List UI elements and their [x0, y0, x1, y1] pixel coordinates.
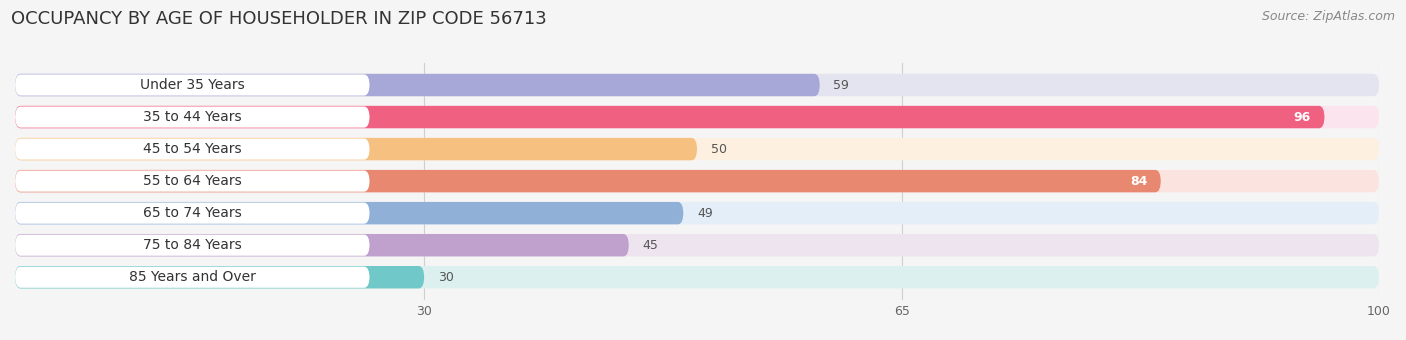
Text: 75 to 84 Years: 75 to 84 Years: [143, 238, 242, 252]
Text: 85 Years and Over: 85 Years and Over: [129, 270, 256, 284]
FancyBboxPatch shape: [15, 234, 1379, 256]
FancyBboxPatch shape: [15, 267, 370, 288]
FancyBboxPatch shape: [15, 74, 1379, 96]
FancyBboxPatch shape: [15, 170, 1379, 192]
Text: Under 35 Years: Under 35 Years: [141, 78, 245, 92]
Text: 84: 84: [1130, 175, 1147, 188]
Text: Source: ZipAtlas.com: Source: ZipAtlas.com: [1261, 10, 1395, 23]
FancyBboxPatch shape: [15, 234, 628, 256]
Text: 49: 49: [697, 207, 713, 220]
FancyBboxPatch shape: [15, 171, 370, 192]
Text: 65 to 74 Years: 65 to 74 Years: [143, 206, 242, 220]
Text: 50: 50: [710, 142, 727, 156]
FancyBboxPatch shape: [15, 74, 820, 96]
Text: 30: 30: [437, 271, 454, 284]
FancyBboxPatch shape: [15, 202, 683, 224]
Text: 96: 96: [1294, 110, 1310, 123]
FancyBboxPatch shape: [15, 202, 1379, 224]
FancyBboxPatch shape: [15, 106, 370, 128]
Text: OCCUPANCY BY AGE OF HOUSEHOLDER IN ZIP CODE 56713: OCCUPANCY BY AGE OF HOUSEHOLDER IN ZIP C…: [11, 10, 547, 28]
Text: 55 to 64 Years: 55 to 64 Years: [143, 174, 242, 188]
Text: 45 to 54 Years: 45 to 54 Years: [143, 142, 242, 156]
Text: 35 to 44 Years: 35 to 44 Years: [143, 110, 242, 124]
FancyBboxPatch shape: [15, 266, 1379, 288]
FancyBboxPatch shape: [15, 106, 1379, 128]
Text: 59: 59: [834, 79, 849, 91]
Text: 45: 45: [643, 239, 658, 252]
FancyBboxPatch shape: [15, 138, 370, 160]
FancyBboxPatch shape: [15, 235, 370, 256]
FancyBboxPatch shape: [15, 138, 1379, 160]
FancyBboxPatch shape: [15, 74, 370, 96]
FancyBboxPatch shape: [15, 138, 697, 160]
FancyBboxPatch shape: [15, 106, 1324, 128]
FancyBboxPatch shape: [15, 266, 425, 288]
FancyBboxPatch shape: [15, 170, 1161, 192]
FancyBboxPatch shape: [15, 203, 370, 224]
